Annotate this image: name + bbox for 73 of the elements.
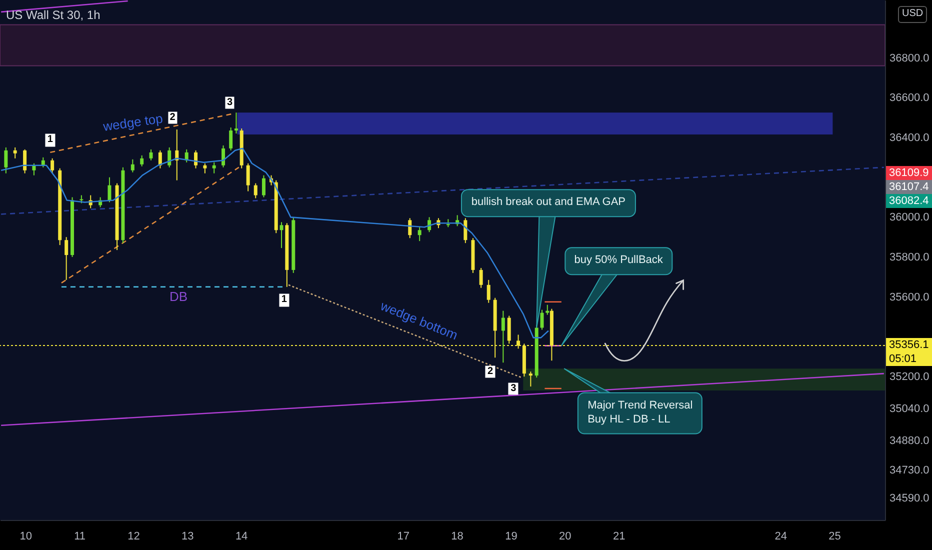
y-tick-label: 35040.0 xyxy=(890,402,930,415)
y-tick-label: 36800.0 xyxy=(890,52,930,64)
speech-bubble: bullish break out and EMA GAP xyxy=(461,189,636,218)
candlestick xyxy=(246,162,250,192)
y-tick-label: 36400.0 xyxy=(890,132,930,144)
candlestick xyxy=(546,304,550,316)
text: 36082.4 xyxy=(886,194,932,208)
candlestick xyxy=(540,309,544,330)
x-tick-label: 20 xyxy=(559,530,572,542)
candlestick xyxy=(262,174,266,198)
candlestick xyxy=(168,146,172,168)
speech-bubble: buy 50% PullBack xyxy=(564,247,673,275)
candlestick xyxy=(13,146,17,159)
x-tick-label: 11 xyxy=(74,530,86,542)
ref-line-label: 35356.1 xyxy=(886,338,932,352)
candlestick xyxy=(4,146,8,174)
text: 36109.9 xyxy=(886,166,932,180)
candlestick xyxy=(140,154,144,167)
candlestick xyxy=(32,162,36,176)
text: US Wall St 30, 1h xyxy=(6,8,100,23)
y-tick-label: 34590.0 xyxy=(890,492,930,505)
x-tick-label: 18 xyxy=(451,530,464,542)
x-tick-label: 24 xyxy=(774,530,787,542)
x-tick-label: 21 xyxy=(612,530,626,542)
y-tick-label: 35600.0 xyxy=(890,291,930,304)
candlestick xyxy=(408,218,412,239)
candlestick xyxy=(64,236,68,280)
y-tick-label: 35200.0 xyxy=(890,371,930,384)
y-tick-label: 35800.0 xyxy=(890,252,930,264)
candlestick xyxy=(194,150,198,169)
annotation: wedge top xyxy=(102,110,164,135)
candlestick xyxy=(479,267,483,288)
candlestick xyxy=(418,226,422,242)
candlestick xyxy=(501,310,505,364)
x-tick-label: 17 xyxy=(397,530,410,542)
candlestick xyxy=(203,162,207,174)
speech-bubble: Major Trend Reversal Buy HL - DB - LL xyxy=(578,392,703,434)
annotation: 1 xyxy=(279,294,289,306)
y-tick-label: 36600.0 xyxy=(890,92,930,104)
annotation: 3 xyxy=(508,382,518,395)
text: 36107.4 xyxy=(886,180,932,194)
candlestick xyxy=(222,144,226,168)
candlestick xyxy=(23,148,27,174)
y-tick-label: 34880.0 xyxy=(890,434,930,447)
annotation: 3 xyxy=(224,96,235,110)
candlestick xyxy=(528,371,532,388)
x-tick-label: 12 xyxy=(128,530,140,542)
candlestick xyxy=(212,162,216,174)
line-series xyxy=(0,148,550,338)
candlestick xyxy=(108,176,112,203)
y-tick-label: 36000.0 xyxy=(890,212,930,224)
x-tick-label: 25 xyxy=(828,530,841,542)
candlestick xyxy=(229,127,233,151)
x-tick-label: 14 xyxy=(235,530,248,542)
x-tick-label: 19 xyxy=(505,530,518,542)
candlestick xyxy=(130,158,134,173)
x-tick-label: 13 xyxy=(182,530,194,542)
y-axis-title: USD xyxy=(898,6,928,22)
candlestick xyxy=(254,182,258,199)
candlestick xyxy=(234,112,238,134)
annotation: 1 xyxy=(45,134,55,147)
y-tick-label: 34730.0 xyxy=(890,464,930,477)
x-tick-label: 10 xyxy=(20,530,32,542)
candlestick xyxy=(50,158,54,174)
annotation: DB xyxy=(169,289,188,306)
text: 05:01 xyxy=(886,352,932,366)
candlestick xyxy=(158,150,162,169)
candlestick xyxy=(464,218,468,244)
candlestick xyxy=(280,222,284,249)
candlestick xyxy=(486,279,490,304)
candlestick xyxy=(149,148,153,161)
annotation: 2 xyxy=(485,365,495,378)
annotation: 2 xyxy=(168,112,178,124)
